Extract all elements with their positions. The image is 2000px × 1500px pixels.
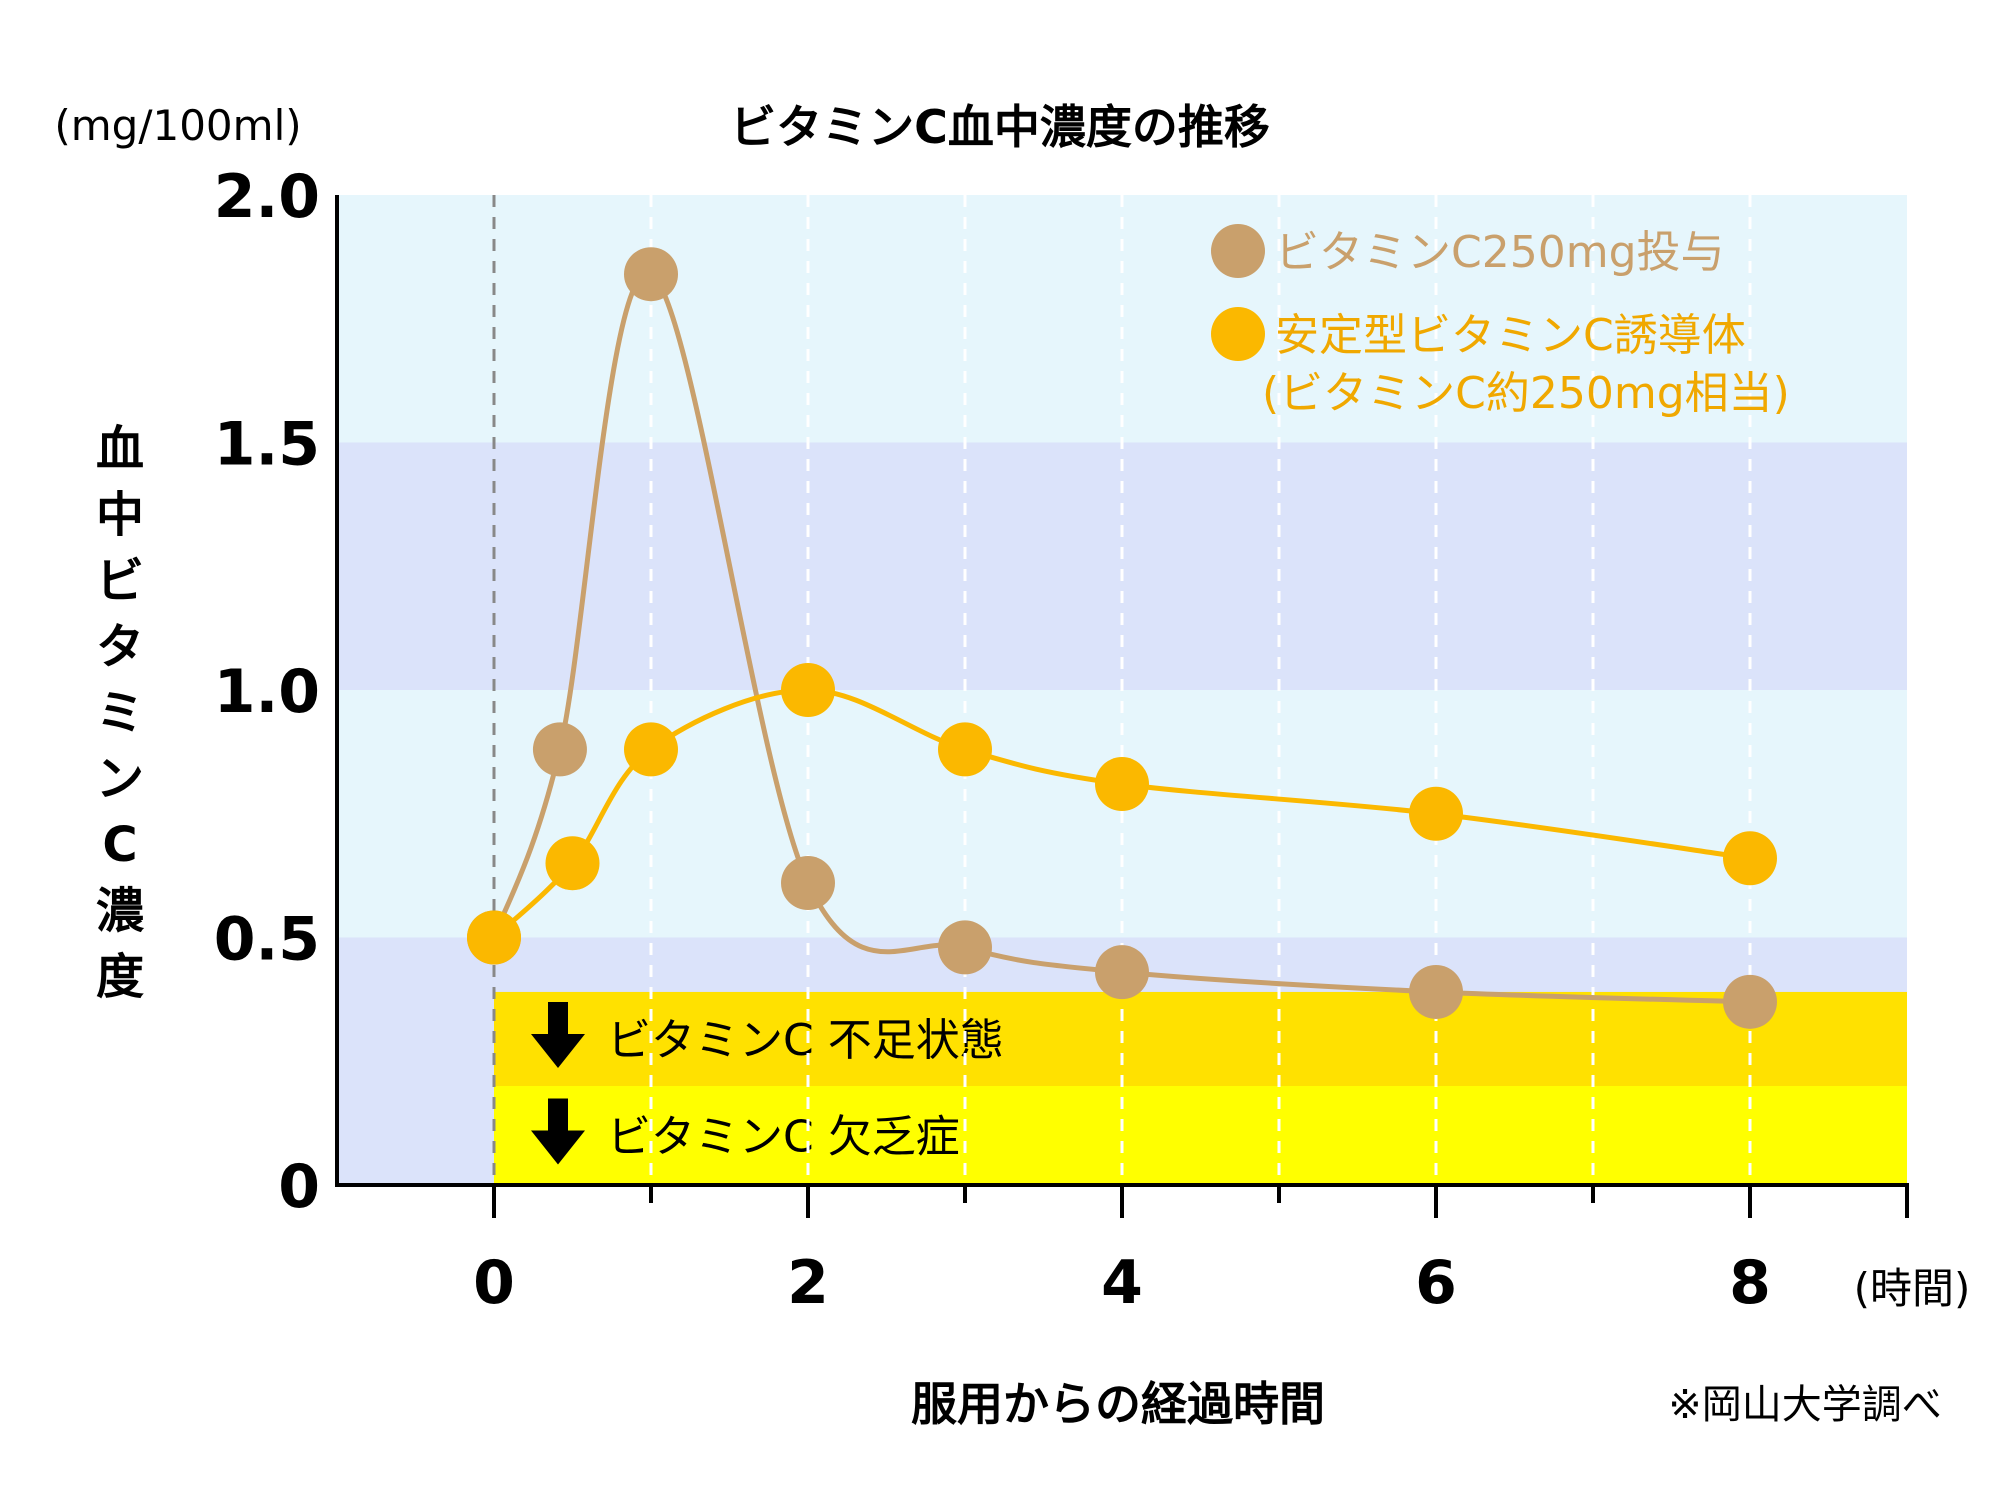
zone-1 (494, 991, 1907, 1086)
data-point-series-1 (1409, 964, 1463, 1019)
y-tick-label: 1.0 (214, 657, 320, 727)
x-tick-label: 4 (1101, 1248, 1143, 1318)
series-points (467, 247, 1777, 1029)
y-axis-title-char: C (102, 817, 137, 873)
axes: 0 2 4 6 8 0 0.5 1.0 1.5 2.0 (214, 162, 1909, 1318)
data-point-series-1 (1723, 974, 1777, 1029)
x-unit-label: (時間) (1854, 1264, 1971, 1313)
legend-label-series-1: ビタミンC250mg投与 (1275, 227, 1725, 278)
y-axis-title-char: タ (96, 619, 144, 675)
data-point-series-1 (781, 856, 835, 911)
down-arrow-icon (531, 1001, 585, 1068)
y-axis-title-char: 血 (96, 421, 144, 477)
x-tick-label: 6 (1415, 1248, 1457, 1318)
data-point-series-2 (545, 836, 600, 891)
zone-label-2: ビタミンC 欠乏症 (607, 1112, 960, 1163)
y-axis-title-char: 度 (96, 949, 144, 1005)
data-point-series-1 (1095, 945, 1149, 1000)
y-axis-title-char: ビ (96, 553, 144, 609)
data-point-series-2 (938, 722, 992, 777)
data-point-series-2 (1409, 786, 1463, 841)
x-tick-label: 8 (1729, 1248, 1771, 1318)
data-point-series-2 (624, 722, 678, 777)
y-tick-label: 2.0 (214, 162, 320, 232)
y-tick-label: 1.5 (214, 410, 320, 480)
y-axis-title-char: 濃 (96, 883, 145, 939)
y-axis-title-char: ミ (96, 685, 144, 741)
data-point-series-2 (781, 663, 835, 717)
y-tick-label: 0.5 (214, 905, 320, 975)
down-arrow-icon (531, 1098, 585, 1165)
zone-2 (494, 1086, 1907, 1185)
x-axis-title: 服用からの経過時間 (911, 1377, 1325, 1431)
legend-marker-series-1 (1211, 224, 1265, 278)
data-point-series-1 (624, 247, 678, 302)
y-tick-label: 0 (278, 1152, 320, 1222)
data-point-series-1 (938, 920, 992, 975)
source-note: ※岡山大学調べ (1668, 1382, 1942, 1428)
legend-label-series-2-sub: (ビタミンC約250mg相当) (1262, 368, 1790, 419)
data-point-series-2 (1723, 831, 1777, 886)
x-tick-label: 2 (787, 1248, 829, 1318)
legend: ビタミンC250mg投与 安定型ビタミンC誘導体 (ビタミンC約250mg相当) (1211, 224, 1790, 419)
data-point-series-2 (1095, 757, 1149, 812)
data-point-series-2 (467, 910, 521, 965)
legend-marker-series-2 (1211, 307, 1265, 361)
chart-title: ビタミンC血中濃度の推移 (730, 100, 1270, 154)
x-tick-label: 0 (473, 1248, 515, 1318)
data-point-series-1 (532, 722, 587, 777)
y-axis-title-char: ン (96, 751, 144, 807)
y-axis-title: 血中ビタミン C 濃度 (96, 421, 145, 1005)
y-axis-title-char: 中 (96, 487, 144, 543)
zone-label-1: ビタミンC 不足状態 (607, 1015, 1004, 1066)
legend-label-series-2: 安定型ビタミンC誘導体 (1275, 310, 1746, 361)
y-unit-label: (mg/100ml) (54, 101, 301, 150)
band-1 (337, 442, 1907, 690)
